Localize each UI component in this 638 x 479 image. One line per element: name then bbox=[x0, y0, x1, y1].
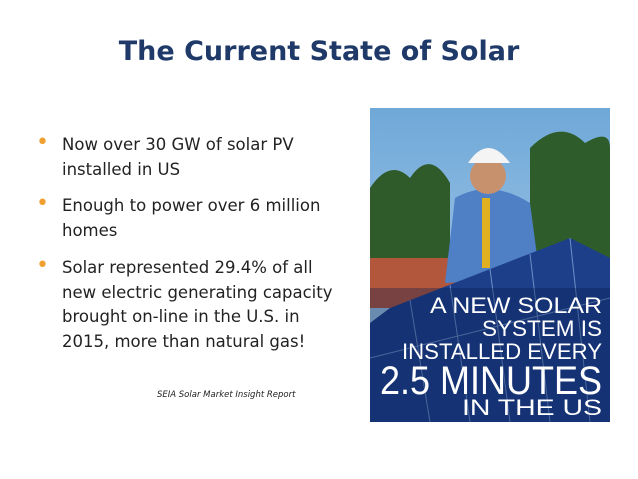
solar-photo: A NEW SOLAR SYSTEM IS INSTALLED EVERY 2.… bbox=[370, 108, 610, 422]
image-text: INSTALLED EVERY bbox=[402, 339, 602, 364]
bullet-dot: • bbox=[36, 253, 49, 278]
image-text: A NEW SOLAR bbox=[430, 293, 602, 318]
bullet: Solar represented 29.4% of all new elect… bbox=[62, 258, 333, 351]
panel-grid bbox=[370, 237, 610, 422]
image-text: IN THE US bbox=[462, 395, 602, 420]
bullet-dot: • bbox=[36, 191, 49, 216]
trees bbox=[530, 131, 610, 268]
hard-hat bbox=[468, 148, 510, 163]
trees bbox=[370, 164, 450, 268]
bullet-dot: • bbox=[36, 130, 49, 155]
overlay bbox=[370, 288, 610, 422]
solar-panel bbox=[370, 238, 610, 422]
bullet: Enough to power over 6 million homes bbox=[62, 196, 321, 240]
harness bbox=[482, 198, 490, 268]
image-text: SYSTEM IS bbox=[482, 316, 602, 341]
image-text: 2.5 MINUTES bbox=[380, 359, 602, 403]
worker-face bbox=[470, 158, 506, 194]
source: SEIA Solar Market Insight Report bbox=[157, 390, 296, 400]
slide-title: The Current State of Solar bbox=[118, 36, 520, 67]
bullet: Now over 30 GW of solar PV installed in … bbox=[62, 135, 294, 179]
